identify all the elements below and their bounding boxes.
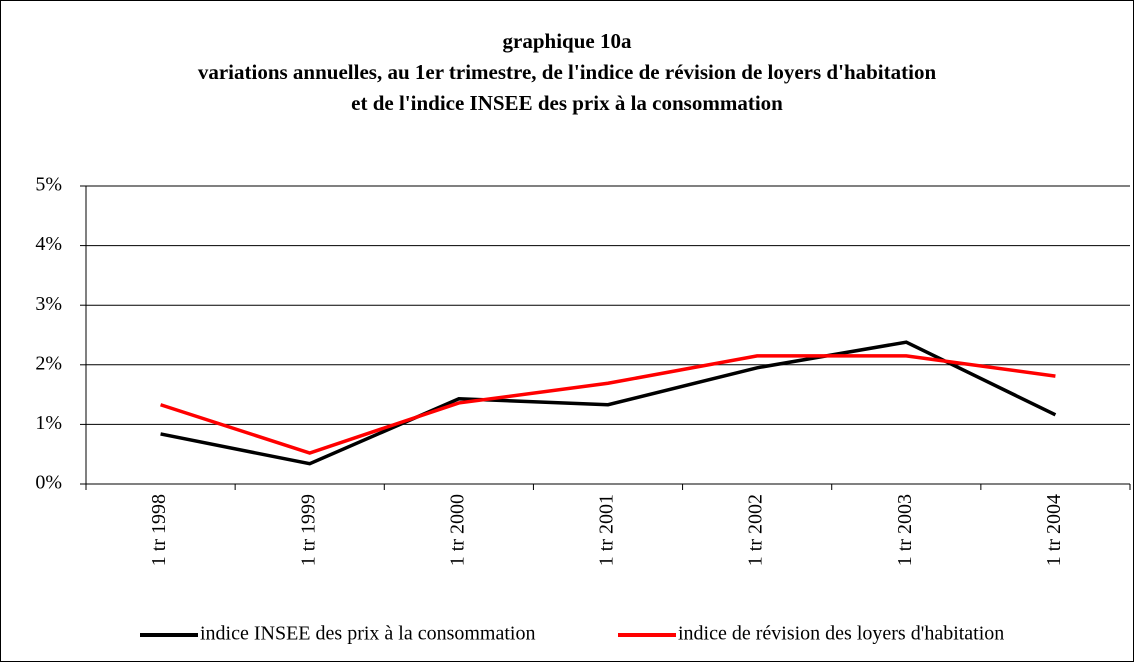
x-tick-label: 1 tr 2004 [1043, 494, 1065, 566]
y-tick-label: 4% [35, 233, 62, 255]
series-line [160, 340, 1057, 466]
x-tick-label: 1 tr 2003 [894, 494, 916, 566]
legend-label: indice INSEE des prix à la consommation [200, 623, 535, 645]
chart-title: et de l'indice INSEE des prix à la conso… [351, 91, 783, 115]
chart-title: graphique 10a [503, 29, 632, 53]
y-tick-label: 3% [35, 293, 62, 315]
y-tick-label: 1% [35, 412, 62, 434]
x-tick-label: 1 tr 2001 [596, 494, 618, 566]
chart-title: variations annuelles, au 1er trimestre, … [198, 60, 937, 84]
y-tick-label: 5% [35, 174, 62, 196]
series-line [160, 354, 1056, 455]
legend-label: indice de révision des loyers d'habitati… [678, 623, 1004, 645]
y-tick-label: 2% [35, 352, 62, 374]
x-tick-label: 1 tr 1999 [297, 494, 319, 566]
y-tick-label: 0% [35, 472, 62, 494]
x-tick-label: 1 tr 1998 [148, 494, 170, 566]
x-tick-label: 1 tr 2000 [446, 494, 468, 566]
x-tick-label: 1 tr 2002 [745, 494, 767, 566]
